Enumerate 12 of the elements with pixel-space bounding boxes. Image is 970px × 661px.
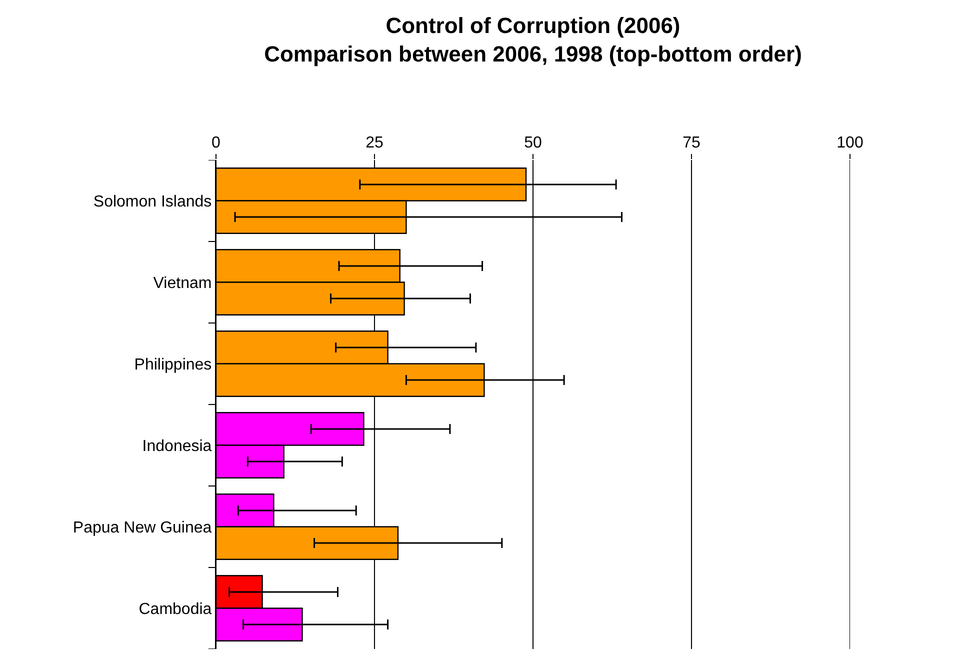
x-tick-label: 50 [524,134,542,152]
x-tick-label: 100 [836,134,864,152]
x-tick-label: 75 [682,134,700,152]
y-tick-label: Philippines [134,356,212,374]
y-tick-label: Cambodia [138,600,212,618]
y-tick-label: Vietnam [153,274,212,292]
chart-title: Control of Corruption (2006) Comparison between 2006, 1998 (top-bottom order) [264,13,802,67]
y-tick-label: Solomon Islands [93,193,212,210]
x-tick-label: 25 [366,134,384,152]
x-tick-label: 0 [212,134,221,152]
y-tick-label: Papua New Guinea [72,519,212,536]
y-tick-label: Indonesia [142,438,212,455]
